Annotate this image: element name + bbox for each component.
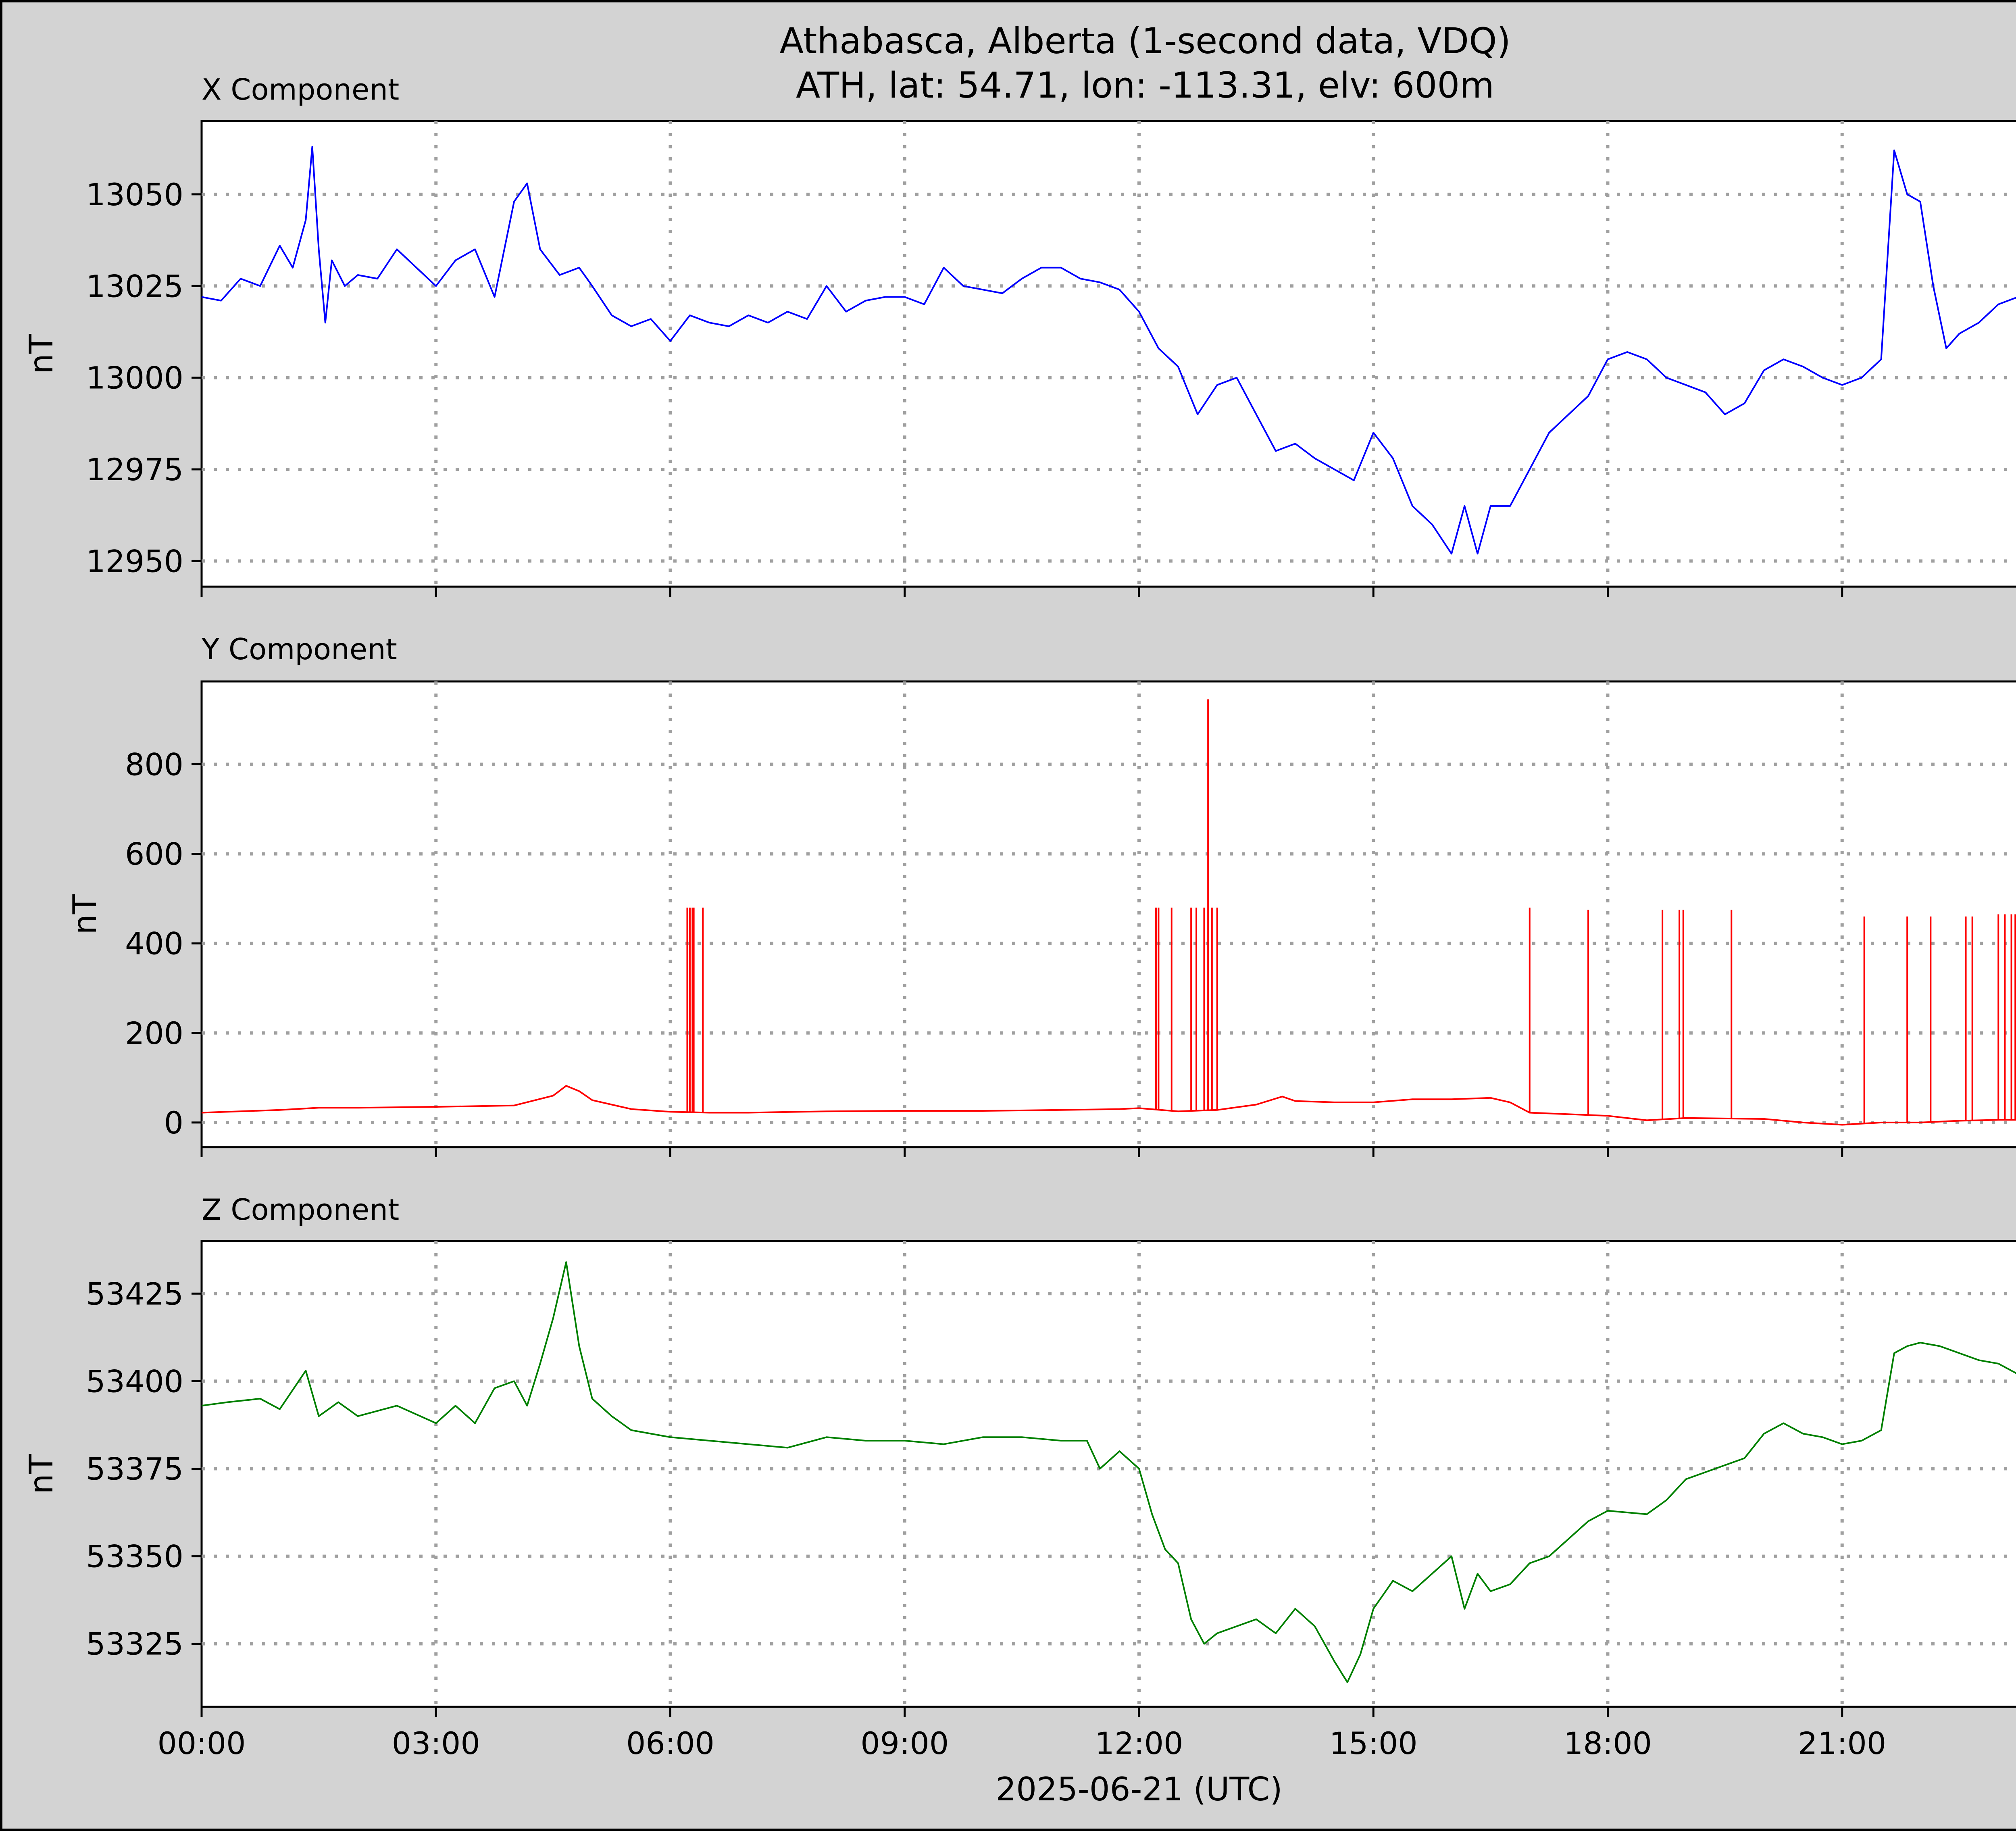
y-tick-label-x: 13050	[86, 177, 183, 212]
y-tick-label-z: 53350	[86, 1539, 183, 1575]
y-ticks-y: 0 200 400 600 800	[125, 746, 1843, 1157]
x-tick-labels: 00:00 03:00 06:00 09:00 12:00 15:00 18:00 21:00	[157, 1725, 1886, 1761]
y-tick-label-y: 800	[125, 746, 183, 782]
y-tick-label-y: 200	[125, 1015, 183, 1051]
panel-z-component: 53325 53350 53375 53400 53425	[86, 1240, 2016, 1717]
y-tick-label-y: 400	[125, 926, 183, 962]
x-axis-label: 2025-06-21 (UTC)	[996, 1771, 1282, 1808]
grid-x	[202, 121, 2016, 587]
y-ticks-x: 12950 12975 13000 13025 13050	[86, 177, 1843, 597]
y-tick-label-z: 53425	[86, 1276, 183, 1312]
panel-y-component: 0 200 400 600 800	[125, 680, 2016, 1157]
x-tick-label: 15:00	[1329, 1725, 1418, 1761]
x-tick-label: 06:00	[626, 1725, 714, 1761]
chart-subtitle: ATH, lat: 54.71, lon: -113.31, elv: 600m	[796, 65, 1494, 106]
x-tick-label: 18:00	[1564, 1725, 1652, 1761]
ylabel-z: nT	[23, 1454, 60, 1494]
series-line-x	[201, 146, 2016, 555]
chart-title: Athabasca, Alberta (1-second data, VDQ)	[779, 20, 1511, 62]
panel-title-y: Y Component	[201, 632, 397, 666]
series-y	[201, 699, 2016, 1126]
y-tick-label-y: 0	[164, 1105, 183, 1141]
y-tick-label-x: 12975	[86, 452, 183, 487]
y-tick-label-y: 600	[125, 836, 183, 872]
plot-area-z	[200, 1240, 2016, 1708]
series-line-z	[201, 1261, 2016, 1683]
x-tick-label: 12:00	[1095, 1725, 1183, 1761]
x-tick-label: 09:00	[860, 1725, 949, 1761]
series-z	[201, 1261, 2016, 1683]
x-tick-label: 00:00	[157, 1725, 246, 1761]
x-tick-label: 03:00	[392, 1725, 480, 1761]
panel-x-component: 12950 12975 13000 13025 13050	[86, 120, 2016, 597]
series-x	[201, 146, 2016, 555]
y-ticks-z: 53325 53350 53375 53400 53425	[86, 1276, 1843, 1717]
y-tick-label-x: 13000	[86, 360, 183, 396]
plot-area-x	[200, 120, 2016, 588]
ylabel-y: nT	[66, 894, 104, 935]
y-tick-label-x: 13025	[86, 268, 183, 304]
y-tick-label-z: 53375	[86, 1451, 183, 1487]
y-tick-label-x: 12950	[86, 543, 183, 579]
x-tick-label: 21:00	[1798, 1725, 1886, 1761]
y-tick-label-z: 53400	[86, 1363, 183, 1399]
grid-z	[202, 1241, 2016, 1707]
ylabel-x: nT	[23, 333, 60, 374]
panel-title-z: Z Component	[202, 1193, 399, 1227]
grid-y	[202, 681, 2016, 1147]
panel-title-x: X Component	[202, 73, 399, 106]
y-tick-label-z: 53325	[86, 1626, 183, 1662]
plot-area-y	[200, 680, 2016, 1148]
